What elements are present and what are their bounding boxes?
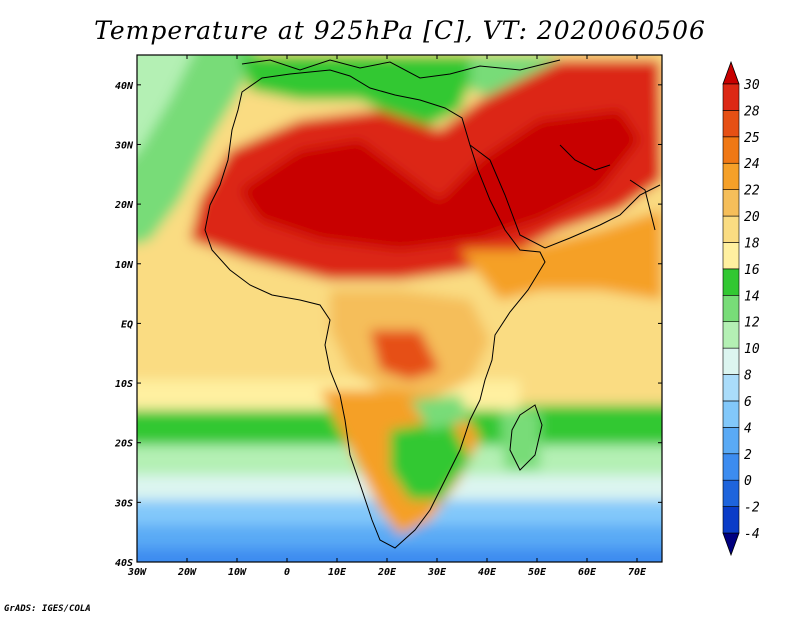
colorbar-label: 16 <box>744 263 760 278</box>
colorbar-label: 25 <box>744 131 760 146</box>
indian-ocean-warm <box>520 300 662 390</box>
colorbar-label: 4 <box>744 421 752 436</box>
colorbar-label: 6 <box>744 395 752 410</box>
lat-tick-label: 30N <box>114 140 134 151</box>
colorbar-label: 8 <box>744 369 752 384</box>
zambia-highland <box>410 395 470 430</box>
lon-tick-label: 40E <box>478 567 497 578</box>
lon-tick-label: 0 <box>284 567 290 578</box>
longitude-axis: 30W 20W 10W 0 10E 20E 30E 40E 50E 60E 70E <box>127 55 647 578</box>
colorbar-label: 10 <box>744 342 760 357</box>
lat-tick-label: 20N <box>114 200 134 211</box>
latitude-axis: 40N 30N 20N 10N EQ 10S 20S 30S 40S <box>114 81 662 569</box>
colorbar-label: 12 <box>744 316 760 331</box>
colorbar-label: -2 <box>744 501 760 516</box>
colorbar-label: 0 <box>744 474 752 489</box>
madagascar-coast <box>509 404 543 471</box>
colorbar-segment <box>722 506 740 534</box>
colorbar-label: 14 <box>744 289 760 304</box>
colorbar-label: 18 <box>744 236 760 251</box>
colorbar-label: 22 <box>744 184 760 199</box>
colorbar-segment <box>722 400 740 428</box>
colorbar-segment <box>722 242 740 270</box>
colorbar-segment <box>722 215 740 243</box>
india-coast <box>629 179 656 231</box>
lat-tick-label: 40S <box>115 558 133 569</box>
colorbar-label: 20 <box>744 210 760 225</box>
lat-tick-label: 10S <box>115 379 133 390</box>
lon-tick-label: 20E <box>377 567 397 578</box>
colorbar-segment <box>722 189 740 217</box>
lon-tick-label: 20W <box>177 567 197 578</box>
temperature-field <box>137 55 662 562</box>
arabian-sea-warm <box>460 210 662 300</box>
colorbar-segment <box>722 294 740 323</box>
atlantic-tropics <box>137 245 330 380</box>
lon-tick-label: 70E <box>628 567 647 578</box>
chart-title: Temperature at 925hPa [C], VT: 202006050… <box>94 16 706 45</box>
africa-coastline <box>204 69 546 549</box>
colorbar-label: 30 <box>743 78 760 93</box>
arabia-coastline <box>469 144 661 249</box>
colorbar-label: -4 <box>744 527 760 542</box>
madagascar <box>500 410 540 470</box>
colorbar-segment <box>722 136 740 164</box>
lon-tick-label: 30W <box>127 567 147 578</box>
colorbar-bottom-triangle <box>722 532 740 557</box>
lat-tick-label: 20S <box>114 439 133 450</box>
colorbar-segment <box>722 162 740 190</box>
colorbar-segment <box>722 347 740 375</box>
colorbar-segment <box>722 110 740 138</box>
congo-warm <box>370 330 440 380</box>
grads-credit: GrADS: IGES/COLA <box>4 604 91 614</box>
mediterranean <box>240 55 480 130</box>
lat-tick-label: 10N <box>115 260 134 271</box>
colorbar-label: 28 <box>744 104 760 119</box>
colorbar-top-triangle <box>722 60 740 85</box>
plot-frame <box>136 54 663 563</box>
atlantic-north-cool <box>137 55 193 153</box>
colorbar-segment <box>722 427 740 455</box>
lon-tick-label: 10E <box>328 567 347 578</box>
lon-tick-label: 50E <box>528 567 547 578</box>
hot-core <box>240 110 640 250</box>
colorbar-segment <box>722 479 740 507</box>
persian-gulf <box>559 144 611 171</box>
lat-tick-label: 30S <box>114 498 133 509</box>
europe-coastline <box>241 59 561 79</box>
colorbar-segment <box>722 321 740 349</box>
southern-africa-highland <box>390 420 470 500</box>
lon-tick-label: 30E <box>427 567 447 578</box>
turkey-region <box>470 55 560 100</box>
lon-tick-label: 60E <box>578 567 597 578</box>
coastlines <box>204 59 661 549</box>
colorbar-segment <box>722 374 740 402</box>
colorbar-label: 2 <box>744 448 752 463</box>
colorbar-segment <box>722 268 740 296</box>
lat-tick-label: 40N <box>115 81 134 92</box>
lon-tick-label: 10W <box>228 567 247 578</box>
colorbar-label: 24 <box>744 157 760 172</box>
colorbar-segment <box>722 83 740 111</box>
lat-tick-label: EQ <box>121 319 133 330</box>
colorbar-segment <box>722 453 740 481</box>
